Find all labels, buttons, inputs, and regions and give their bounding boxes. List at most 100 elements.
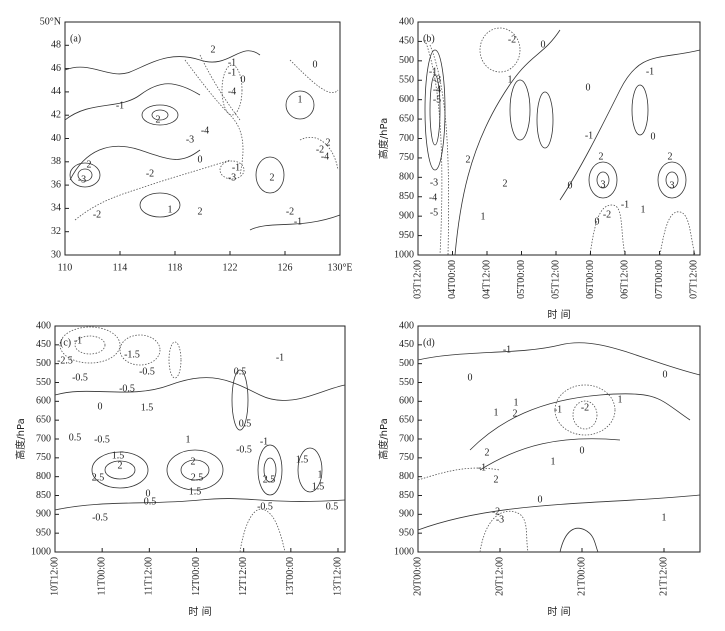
y-tick-label: 500 xyxy=(399,358,414,369)
x-axis-label: 时 间 xyxy=(547,308,570,321)
contour-label: -1 xyxy=(585,130,593,141)
contour-label: -1 xyxy=(228,67,236,78)
x-tick-label: 07T00:00 xyxy=(654,260,665,299)
y-tick-label: 400 xyxy=(399,320,414,331)
panel-frame xyxy=(417,21,701,256)
contour-label: -0.5 xyxy=(92,512,108,523)
contour-label: -3 xyxy=(430,177,438,188)
x-tick-label: 126 xyxy=(278,262,293,273)
contour-label: 1 xyxy=(481,211,486,222)
y-tick-label: 900 xyxy=(399,509,414,520)
contour-label: 1 xyxy=(641,204,646,215)
y-tick-label: 450 xyxy=(399,36,414,47)
contour-label: 2.5 xyxy=(92,472,105,483)
contour-label: 2.5 xyxy=(263,474,276,485)
contour-label: 2 xyxy=(270,172,275,183)
y-tick-label: 50°N xyxy=(40,16,61,27)
contour-label: 0.5 xyxy=(69,432,82,443)
contour-label: 2 xyxy=(466,154,471,165)
y-tick-label: 950 xyxy=(399,230,414,241)
contour-label: -2 xyxy=(146,168,154,179)
y-tick-label: 950 xyxy=(36,527,51,538)
contour-label: -1 xyxy=(294,216,302,227)
y-tick-label: 1000 xyxy=(31,546,51,557)
x-tick-label: 13T00:00 xyxy=(285,557,296,596)
y-tick-label: 1000 xyxy=(394,249,414,260)
y-tick-label: 500 xyxy=(399,55,414,66)
contour-label: 1 xyxy=(618,394,623,405)
x-tick-label: 110 xyxy=(58,262,73,273)
contour-label: 0.5 xyxy=(144,496,157,507)
y-tick-label: 450 xyxy=(36,339,51,350)
panel-label: (b) xyxy=(423,33,435,44)
contour-label: -0.5 xyxy=(94,434,110,445)
contour-label: -2 xyxy=(316,144,324,155)
contour-label: -1.5 xyxy=(124,349,140,360)
contour-label: 1 xyxy=(318,469,323,480)
y-tick-label: 40 xyxy=(51,133,61,144)
contour-label: 1 xyxy=(186,434,191,445)
y-tick-label: 550 xyxy=(399,75,414,86)
contour-label: -2 xyxy=(508,34,516,45)
contour-label: -5 xyxy=(433,94,441,105)
contour-label: 0.5 xyxy=(234,366,247,377)
contour-label: -2.5 xyxy=(57,355,73,366)
x-tick-label: 03T12:00 xyxy=(412,260,423,299)
y-tick-label: 800 xyxy=(399,471,414,482)
x-tick-label: 20T00:00 xyxy=(412,557,423,596)
contour-label: -3 xyxy=(496,514,504,525)
y-tick-label: 42 xyxy=(51,109,61,120)
y-tick-label: 750 xyxy=(399,152,414,163)
y-tick-label: 30 xyxy=(51,249,61,260)
y-tick-label: 850 xyxy=(399,191,414,202)
contour-label: 0.5 xyxy=(326,501,339,512)
contour-label: 1.5 xyxy=(112,450,125,461)
contour-label: 0 xyxy=(98,401,103,412)
contour-label: 2 xyxy=(156,114,161,125)
contour-label: 1.5 xyxy=(189,486,202,497)
x-tick-label: 04T00:00 xyxy=(447,260,458,299)
x-axis-label: 时 间 xyxy=(188,605,211,618)
contour-label: 0 xyxy=(663,369,668,380)
y-tick-label: 800 xyxy=(399,172,414,183)
contour-label: -1 xyxy=(276,352,284,363)
y-tick-label: 46 xyxy=(51,63,61,74)
contour-label: -2 xyxy=(492,506,500,517)
panel-label: (c) xyxy=(60,337,71,348)
contour-label: -3 xyxy=(186,134,194,145)
x-axis-label: 时 间 xyxy=(547,605,570,618)
contour-label: -4 xyxy=(228,86,236,97)
contour-label: -1 xyxy=(503,344,511,355)
contour-label: -0.5 xyxy=(236,444,252,455)
y-tick-label: 550 xyxy=(36,377,51,388)
y-tick-label: 48 xyxy=(51,40,61,51)
x-tick-label: 06T12:00 xyxy=(619,260,630,299)
y-tick-label: 700 xyxy=(399,133,414,144)
x-tick-label: 122 xyxy=(223,262,238,273)
x-tick-label: 11T00:00 xyxy=(96,557,107,596)
x-tick-label: 04T12:00 xyxy=(481,260,492,299)
contour-label: 2 xyxy=(485,447,490,458)
x-tick-label: 10T12:00 xyxy=(49,557,60,596)
contour-label: -2 xyxy=(286,206,294,217)
contour-label: 3 xyxy=(670,180,675,191)
contour-lines xyxy=(54,326,346,553)
contour-label: 0 xyxy=(586,82,591,93)
contour-label: 1 xyxy=(662,512,667,523)
y-tick-label: 700 xyxy=(36,433,51,444)
panel-label: (d) xyxy=(423,337,435,348)
x-tick-label: 12T12:00 xyxy=(238,557,249,596)
x-tick-label: 13T12:00 xyxy=(332,557,343,596)
contour-label: 2 xyxy=(87,159,92,170)
contour-lines xyxy=(424,27,701,256)
contour-label: -5 xyxy=(430,207,438,218)
x-tick-label: 07T12:00 xyxy=(688,260,699,299)
y-axis-label: 高度/hPa xyxy=(377,418,390,459)
contour-label: 0 xyxy=(651,131,656,142)
contour-label: -1 xyxy=(116,100,124,111)
x-tick-label: 21T00:00 xyxy=(576,557,587,596)
y-axis-label: 高度/hPa xyxy=(14,418,27,459)
contour-label: 2 xyxy=(198,206,203,217)
y-tick-label: 600 xyxy=(399,396,414,407)
y-tick-label: 900 xyxy=(399,210,414,221)
